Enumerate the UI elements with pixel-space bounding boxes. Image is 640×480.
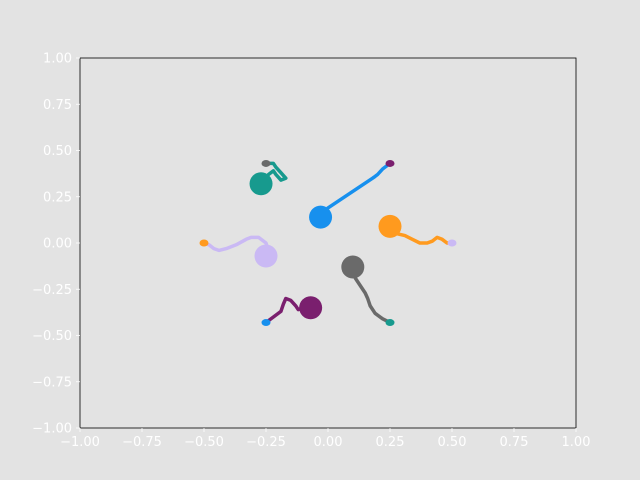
y-tick-label: −0.25 [32,283,72,298]
y-tick-label: −0.50 [32,329,72,344]
series-5-trajectory [351,265,392,325]
series-3-end-marker [254,244,278,268]
y-tick-label: 0.50 [43,144,72,159]
series-3-start-marker [199,239,209,247]
x-tick-label: −0.75 [122,435,162,450]
series-5-start-marker [385,319,395,327]
series-6-start-marker [447,239,457,247]
series-3-trajectory [202,235,271,258]
series-6-trajectory [388,224,454,245]
series-1-end-marker [309,205,333,229]
x-tick-label: −0.25 [246,435,286,450]
series-2-start-marker [261,159,271,167]
y-tick-label: 1.00 [43,52,72,67]
series-4-start-marker [261,319,271,327]
x-tick-label: 0.25 [376,435,405,450]
series-2-end-marker [249,172,273,196]
series-4-end-marker [299,296,323,320]
y-tick-label: 0.75 [43,98,72,113]
series-1-trajectory [318,161,392,219]
x-tick-label: −1.00 [60,435,100,450]
plot-area [79,57,577,429]
x-tick-label: 0.00 [314,435,343,450]
y-tick-label: −1.00 [32,422,72,437]
x-tick-label: −0.50 [184,435,224,450]
y-tick-label: 0.25 [43,190,72,205]
y-tick-label: 0.00 [43,237,72,252]
series-1-start-marker [385,159,395,167]
series-6-end-marker [378,214,402,238]
series-5-end-marker [341,255,365,279]
x-tick-label: 1.00 [562,435,591,450]
x-tick-label: 0.50 [438,435,467,450]
y-tick-label: −0.75 [32,375,72,390]
x-tick-label: 0.75 [500,435,529,450]
